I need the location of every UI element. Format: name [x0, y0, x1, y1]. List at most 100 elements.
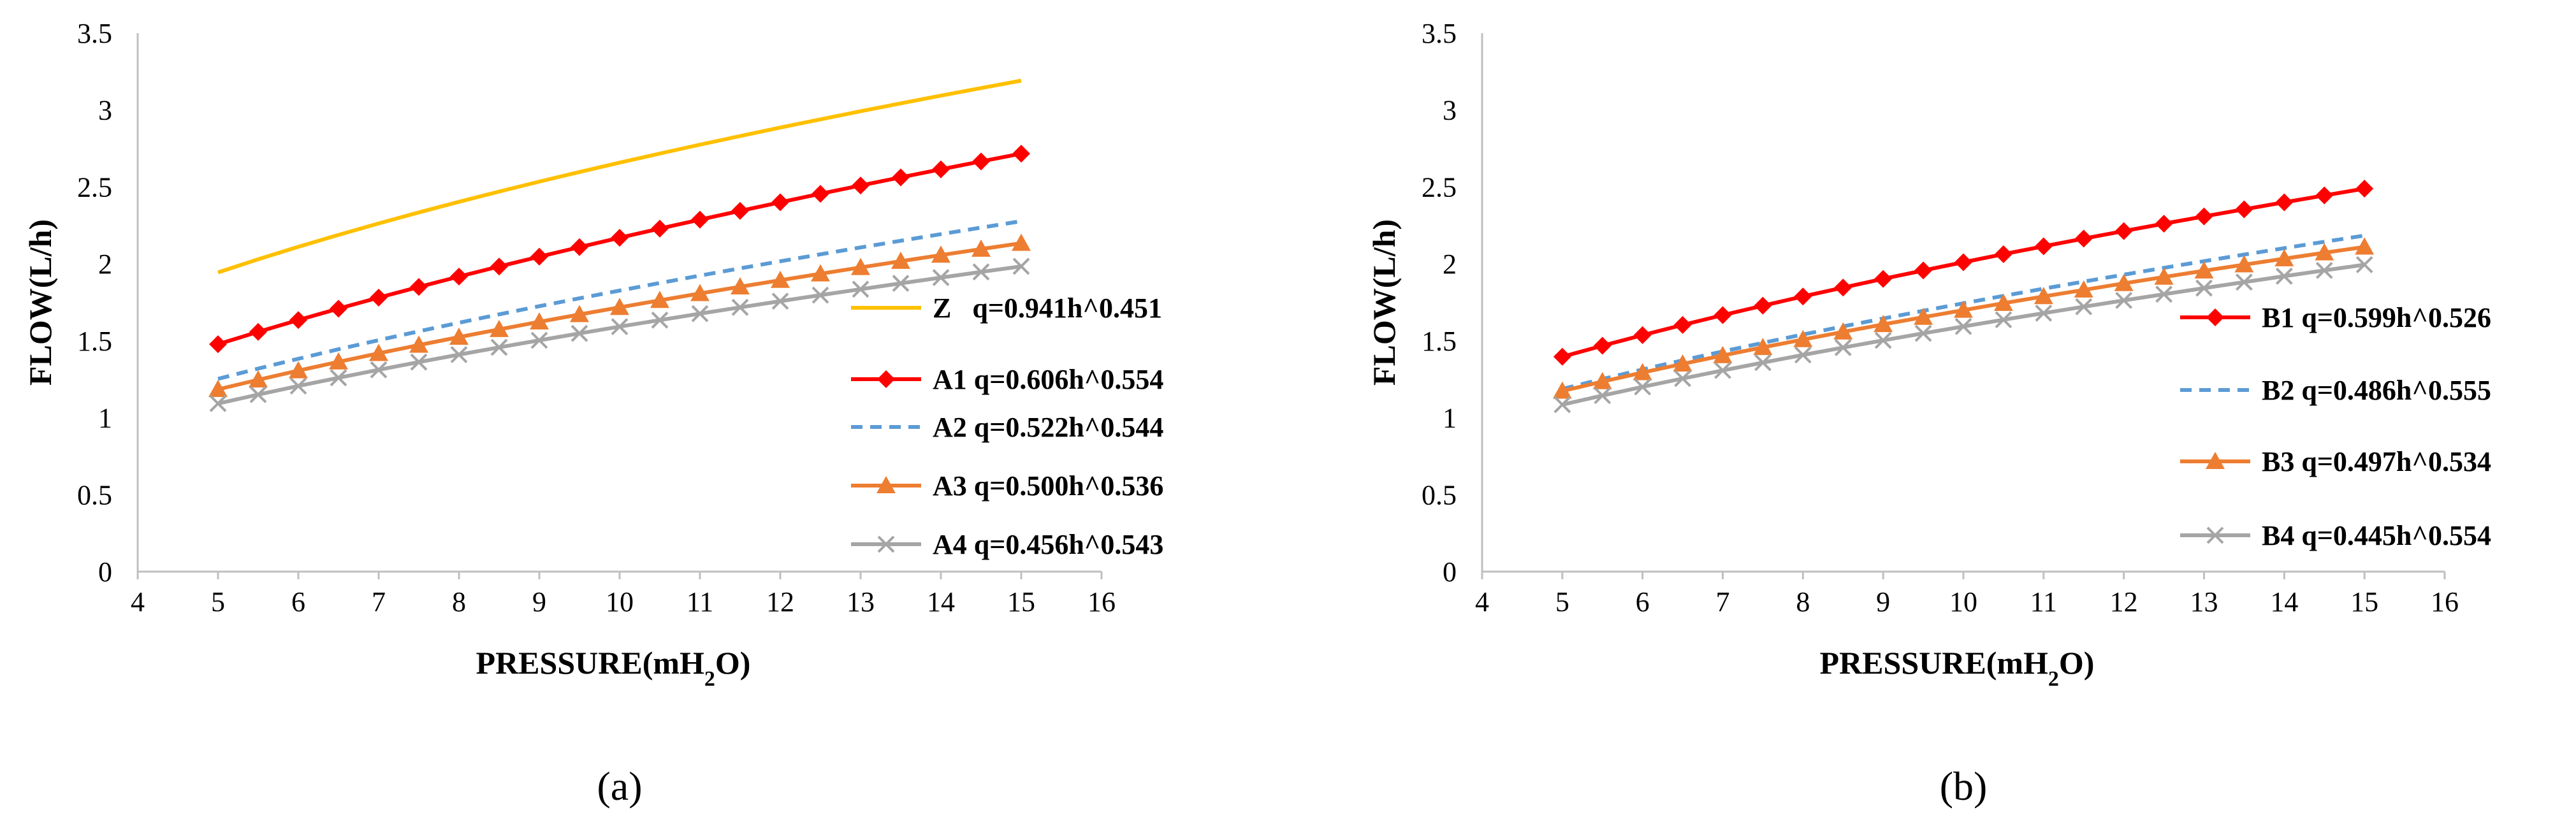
y-tick-label: 3.5	[1422, 18, 1457, 49]
data-point-a4	[289, 377, 307, 395]
data-point-a1	[691, 210, 709, 229]
data-point-b4	[1874, 331, 1892, 349]
x-tick-label: 8	[1796, 586, 1810, 618]
data-point-b4-stroke	[2236, 273, 2253, 291]
data-point-a4	[370, 361, 388, 379]
data-point-a1	[651, 219, 669, 238]
data-point-b3	[1592, 372, 1612, 389]
data-point-b4	[2315, 261, 2333, 279]
x-tick-label: 15	[1007, 586, 1035, 618]
data-point-b1	[2114, 222, 2133, 240]
data-point-b4-stroke	[1714, 361, 1731, 379]
data-point-a3	[1012, 233, 1031, 251]
data-point-a4	[490, 338, 508, 356]
data-point-b4	[2035, 305, 2053, 322]
data-point-b3	[1753, 338, 1773, 356]
data-point-a3	[369, 343, 388, 361]
data-point-b4-stroke	[1554, 396, 1571, 414]
y-tick-label: 2.5	[77, 171, 112, 203]
data-point-b1	[1633, 326, 1652, 344]
data-point-a3	[931, 245, 950, 263]
y-tick-label: 1.5	[77, 326, 112, 357]
data-point-a4-stroke	[330, 369, 347, 387]
legend-entry-b4: B4 q=0.445h^0.554	[2180, 520, 2491, 551]
data-point-a3	[891, 251, 910, 269]
legend-entry-b1: B1 q=0.599h^0.526	[2180, 302, 2491, 333]
legend-swatch-marker	[2206, 526, 2224, 544]
data-point-a3	[650, 291, 669, 308]
data-point-a1	[289, 311, 307, 329]
data-point-b4	[2195, 279, 2213, 297]
x-tick-label: 12	[2110, 586, 2138, 618]
data-point-a3	[409, 335, 428, 353]
data-point-b1	[2315, 186, 2334, 205]
x-tick-label: 6	[291, 586, 305, 618]
data-point-a4-stroke	[490, 338, 508, 356]
data-point-b1	[1593, 336, 1612, 355]
y-tick-label: 3	[98, 95, 112, 126]
data-point-b3	[2194, 261, 2214, 278]
data-point-a1	[530, 247, 548, 266]
data-point-a4-stroke	[209, 394, 227, 412]
data-point-b3	[1633, 363, 1652, 380]
data-point-a1	[490, 257, 508, 276]
data-point-a3	[851, 257, 870, 275]
legend-swatch-marker	[877, 476, 896, 493]
data-point-a4	[1012, 257, 1030, 275]
series-b3	[1552, 237, 2375, 399]
data-point-b4-stroke	[1954, 317, 1972, 335]
x-tick-label: 7	[1716, 586, 1730, 618]
data-point-a4-stroke	[771, 293, 789, 310]
legend-entry-b3: B3 q=0.497h^0.534	[2180, 446, 2491, 477]
data-point-b4	[1834, 338, 1852, 356]
legend-swatch-marker	[2206, 308, 2224, 326]
data-point-b4	[1634, 378, 1652, 396]
data-point-b4-stroke	[2155, 285, 2172, 303]
x-tick-label: 7	[372, 586, 386, 618]
data-point-a4-stroke	[611, 318, 629, 336]
data-point-a1	[410, 278, 428, 296]
data-point-a1	[771, 193, 789, 212]
data-point-a4-stroke	[530, 331, 548, 349]
data-point-a1	[731, 201, 749, 220]
data-point-b1	[2195, 207, 2213, 226]
legend-label: B1 q=0.599h^0.526	[2262, 302, 2491, 333]
data-point-a4-stroke	[691, 305, 709, 322]
data-point-b4-stroke	[1754, 354, 1772, 372]
data-point-a4	[932, 269, 950, 286]
legend-entry-a2: A2 q=0.522h^0.544	[851, 412, 1163, 443]
data-point-b4	[1995, 311, 2012, 329]
data-point-b4-stroke	[2355, 256, 2373, 273]
data-point-b4	[2115, 291, 2133, 309]
legend-swatch-marker-stroke	[877, 535, 895, 553]
data-point-a4-stroke	[811, 286, 829, 304]
legend-entry-a4: A4 q=0.456h^0.543	[851, 529, 1163, 560]
data-point-b4	[2355, 256, 2373, 273]
data-point-a1	[611, 229, 629, 247]
data-point-a3	[490, 319, 509, 337]
data-point-b1	[2275, 193, 2294, 212]
series-line-b4	[1562, 263, 2365, 407]
data-point-a3	[208, 379, 228, 397]
y-axis-label: FLOW(L/h)	[1366, 219, 1402, 386]
data-point-b1	[1954, 253, 1972, 271]
y-axis-label: FLOW(L/h)	[22, 219, 58, 386]
data-point-a4-stroke	[571, 324, 588, 342]
data-point-b1	[1874, 270, 1893, 288]
series-line-a2	[217, 219, 1022, 381]
data-point-a4	[771, 293, 789, 310]
y-tick-label: 0	[98, 556, 112, 588]
y-tick-label: 3.5	[77, 18, 112, 49]
x-tick-label: 13	[2190, 586, 2218, 618]
data-point-a4-stroke	[892, 275, 910, 293]
x-tick-label: 5	[1555, 586, 1569, 618]
legend-label: B3 q=0.497h^0.534	[2262, 446, 2491, 477]
data-point-b3	[2154, 267, 2174, 285]
data-point-b4	[1554, 396, 1571, 414]
legend-label: A3 q=0.500h^0.536	[933, 470, 1163, 502]
series-b4	[1554, 256, 2373, 414]
chart-panel-b: 4 5 6 7 8 9 10 11 12 13 14 15 16 0 0.5 1 1.5 2 2.5 3 3.5 PRES…	[1366, 18, 2491, 809]
data-point-a4-stroke	[450, 346, 468, 363]
data-point-a4-stroke	[370, 361, 388, 379]
